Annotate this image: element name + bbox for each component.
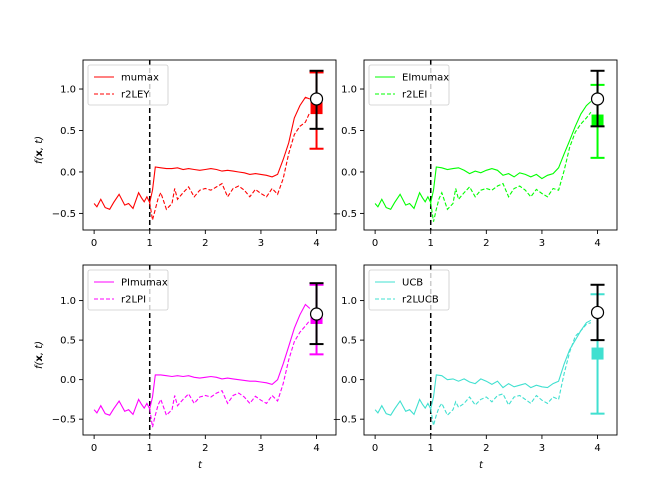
legend-label-EImumax: EImumax (402, 73, 449, 84)
true-marker (590, 305, 605, 320)
y-tick-label: 1.0 (60, 85, 76, 96)
true-marker (590, 92, 605, 106)
legend-label-r2LPI: r2LPI (121, 295, 146, 306)
y-tick-label: −0.5 (52, 415, 76, 426)
x-tick-label: 3 (539, 238, 545, 249)
x-tick-label: 1 (428, 443, 434, 454)
x-tick-label: 1 (147, 443, 153, 454)
series-line-UCB (374, 319, 592, 416)
ylabel-top: f(x, t) (34, 136, 45, 164)
x-tick-label: 4 (313, 238, 319, 249)
y-tick-label: 0.5 (60, 336, 76, 347)
x-tick-label: 2 (202, 443, 208, 454)
axes-frame (363, 264, 618, 436)
x-tick-label: 0 (91, 443, 97, 454)
y-tick-label: 0.0 (341, 375, 357, 386)
xlabel-right: t (479, 460, 484, 471)
subplot-4: 0 1 2 3 4 −0.5 0.0 0.5 1.0 UCB r2LUCB (333, 264, 618, 454)
y-tick-label: 0.5 (341, 126, 357, 137)
y-tick-label: 0.0 (60, 167, 76, 178)
y-tick-label: 1.0 (341, 296, 357, 307)
subplot-3: 0 1 2 3 4 −0.5 0.0 0.5 1.0 PImumax r2LPI (52, 264, 337, 454)
y-tick-label: 0.5 (341, 336, 357, 347)
y-tick-label: 1.0 (60, 296, 76, 307)
legend-box (368, 269, 450, 311)
y-tick-label: 0.5 (60, 126, 76, 137)
xlabel-left: t (198, 460, 203, 471)
plot-area (374, 265, 605, 435)
legend-label-mumax: mumax (121, 73, 159, 84)
axes-frame (82, 59, 337, 231)
x-tick-label: 1 (428, 238, 434, 249)
y-tick-label: −0.5 (52, 209, 76, 220)
ylabel-bottom: f(x, t) (34, 341, 45, 369)
series-line-r2LUCB (430, 322, 592, 426)
true-marker (309, 92, 324, 106)
legend-label-PImumax: PImumax (121, 278, 168, 289)
legend-box (368, 64, 450, 106)
panels: 0 1 2 3 4 −0.5 0.0 0.5 1.0 mumax r2LEY 0 1 2 3 4 −0.5 0.0… (52, 59, 618, 454)
x-tick-label: 2 (483, 238, 489, 249)
y-tick-label: −0.5 (333, 415, 357, 426)
y-tick-label: 0.0 (60, 375, 76, 386)
x-tick-label: 0 (91, 238, 97, 249)
y-tick-label: −0.5 (333, 209, 357, 220)
plot-area (93, 265, 324, 435)
x-tick-label: 4 (594, 238, 600, 249)
series-line-PImumax (93, 303, 311, 416)
true-marker (309, 307, 324, 321)
legend-box (87, 64, 169, 106)
series-line-r2LPI (149, 319, 311, 428)
legend-label-r2LUCB: r2LUCB (402, 295, 439, 306)
y-tick-label: 0.0 (341, 167, 357, 178)
plot-area (374, 60, 605, 230)
y-tick-label: 1.0 (341, 85, 357, 96)
legend-box (87, 269, 169, 311)
axes-frame (82, 264, 337, 436)
x-tick-label: 4 (313, 443, 319, 454)
plot-area (93, 60, 324, 230)
x-tick-label: 0 (372, 443, 378, 454)
x-tick-label: 0 (372, 238, 378, 249)
legend-label-r2LEY: r2LEY (121, 90, 150, 101)
subplot-1: 0 1 2 3 4 −0.5 0.0 0.5 1.0 mumax r2LEY (52, 59, 337, 249)
x-tick-label: 3 (539, 443, 545, 454)
x-tick-label: 1 (147, 238, 153, 249)
series-line-r2LEY (149, 111, 311, 221)
legend-label-r2LEI: r2LEI (402, 90, 427, 101)
x-tick-label: 4 (594, 443, 600, 454)
series-line-EImumax (374, 101, 592, 210)
x-tick-label: 2 (202, 238, 208, 249)
axes-frame (363, 59, 618, 231)
pred-marker (591, 347, 604, 360)
series-line-r2LEI (430, 111, 592, 222)
subplot-2: 0 1 2 3 4 −0.5 0.0 0.5 1.0 EImumax r2LEI (333, 59, 618, 249)
legend-label-UCB: UCB (402, 278, 423, 289)
x-tick-label: 3 (258, 443, 264, 454)
x-tick-label: 2 (483, 443, 489, 454)
series-line-mumax (93, 96, 311, 210)
x-tick-label: 3 (258, 238, 264, 249)
